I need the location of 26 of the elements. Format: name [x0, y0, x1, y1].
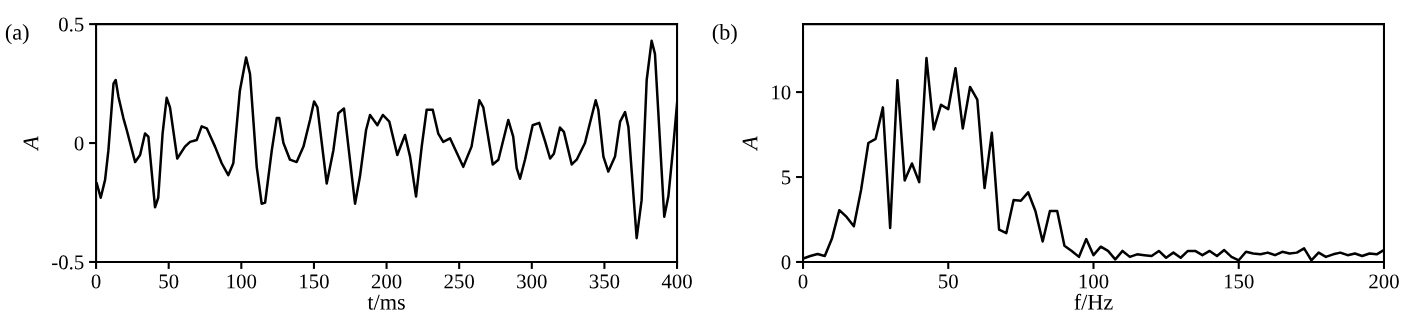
y-axis-title: A	[23, 136, 39, 152]
chart-title: (a)	[5, 24, 29, 45]
y-tick-label: 0.5	[59, 17, 84, 32]
x-tick-label: 150	[300, 274, 329, 289]
y-tick-label: 0	[781, 255, 791, 270]
x-tick-label: 200	[371, 274, 402, 289]
x-tick-label: 400	[661, 274, 692, 289]
y-axis-title: A	[742, 136, 758, 152]
y-tick-label: 10	[772, 85, 791, 100]
x-tick-label: 250	[444, 274, 475, 289]
chart-title: (b)	[712, 24, 737, 45]
y-tick-label: 0	[74, 136, 84, 151]
x-tick-label: 200	[1369, 274, 1399, 289]
x-axis-title: f/Hz	[1074, 293, 1113, 310]
y-tick-label: -0.5	[52, 255, 84, 270]
x-tick-label: 50	[939, 274, 958, 289]
x-tick-label: 50	[159, 274, 179, 289]
y-tick-label: 5	[782, 170, 791, 185]
x-tick-label: 0	[91, 274, 101, 289]
x-tick-label: 150	[1224, 274, 1254, 289]
x-axis-title: t/ms	[367, 294, 405, 310]
x-tick-label: 0	[798, 274, 808, 289]
x-tick-label: 100	[1079, 274, 1109, 289]
x-tick-label: 350	[589, 274, 620, 289]
x-tick-label: 100	[227, 274, 257, 289]
x-tick-label: 300	[517, 274, 547, 289]
